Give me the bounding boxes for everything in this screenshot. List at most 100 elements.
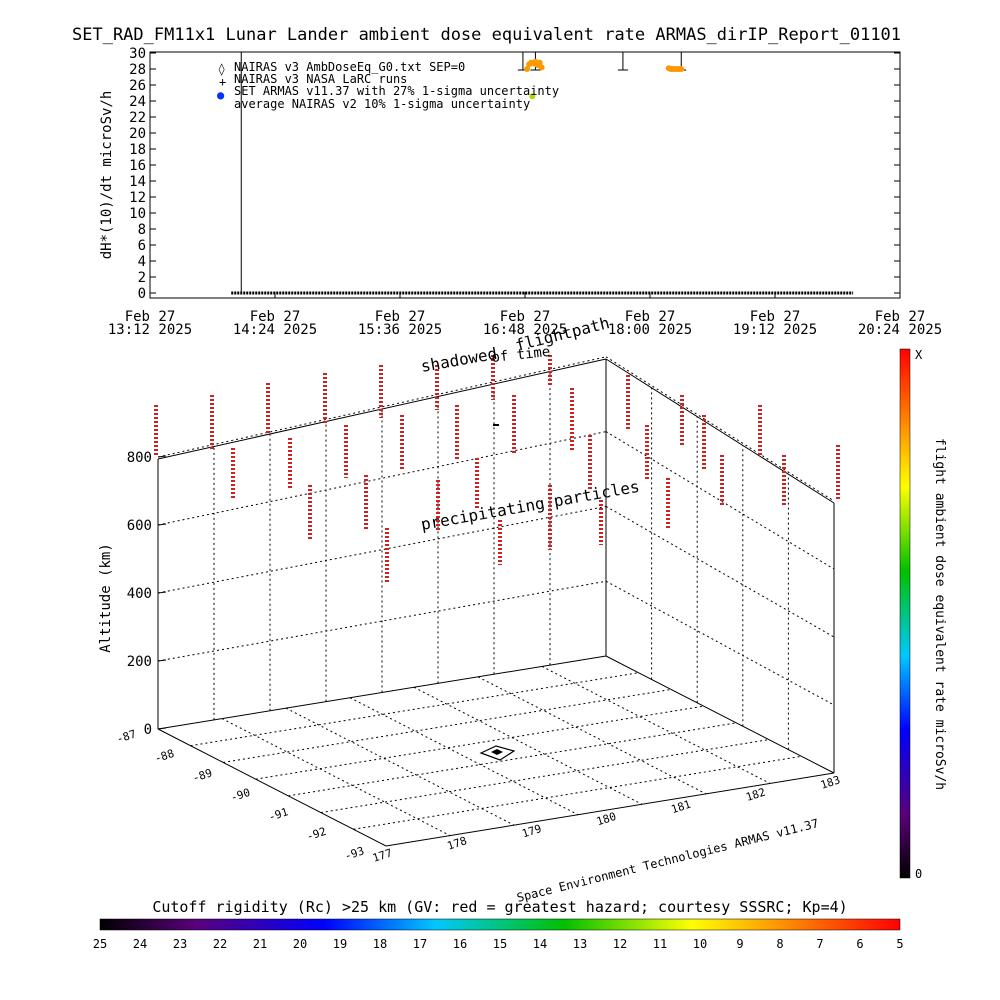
cutoff-ticks: 25 24 23 22 21 20 19 18 17 16 15 14 13 12 11 10 9 8 7 6 5 — [93, 937, 904, 951]
x-tick-label-day: Feb 27 — [750, 309, 801, 325]
floor-grid-lon — [413, 686, 643, 805]
lander-marker — [479, 745, 516, 761]
legend-symbol-dot: ● — [217, 88, 225, 102]
y-tick-label: 10 — [129, 206, 146, 222]
legend: ◊ NAIRAS v3 AmbDoseEq_G0.txt SEP=0 + NAI… — [217, 60, 559, 111]
y-tick-label: 0 — [138, 286, 146, 302]
y-tick-label: 16 — [129, 158, 146, 174]
latitude-tick-label: -89 — [191, 766, 214, 785]
latitude-tick-label: -93 — [343, 844, 366, 863]
y-tick-label: 20 — [129, 126, 146, 142]
x-tick-label-time: 18:00 2025 — [608, 322, 692, 338]
cutoff-tick-label: 5 — [896, 937, 903, 951]
armas-point — [536, 59, 543, 66]
colorbar-gradient — [899, 348, 911, 879]
floor-grid-lon — [221, 718, 451, 837]
z-tick-mark — [157, 523, 167, 526]
x-tick-label-time: 20:24 2025 — [858, 322, 942, 338]
longitude-tick-label: 177 — [371, 846, 394, 865]
cutoff-tick-label: 12 — [613, 937, 627, 951]
longitude-tick-label: 182 — [744, 786, 767, 805]
back-wall-gridline — [157, 356, 607, 458]
of-time-label: of time — [491, 344, 551, 366]
y-tick-label: 26 — [129, 78, 146, 94]
latitude-tick-label: -92 — [305, 825, 328, 844]
legend-entry-nairas-v3: NAIRAS v3 AmbDoseEq_G0.txt SEP=0 — [234, 60, 465, 74]
x-tick-label-time: 14:24 2025 — [233, 322, 317, 338]
x-tick-label-day: Feb 27 — [375, 309, 426, 325]
cutoff-tick-label: 6 — [856, 937, 863, 951]
cutoff-tick-label: 23 — [173, 937, 187, 951]
cutoff-bar-title: Cutoff rigidity (Rc) >25 km (GV: red = g… — [152, 898, 847, 916]
z-tick-label: 600 — [127, 518, 152, 534]
z-tick-mark — [157, 591, 167, 594]
y-tick-label: 2 — [138, 270, 146, 286]
floor-grid-lat — [190, 672, 639, 747]
latitude-ticks: -87 -88 -89 -90 -91 -92 -93 — [115, 727, 366, 863]
cutoff-tick-label: 9 — [736, 937, 743, 951]
floor-grid-lat — [320, 739, 769, 814]
legend-entry-set-armas: SET ARMAS v11.37 with 27% 1-sigma uncert… — [234, 84, 559, 98]
legend-symbol-plus: + — [219, 75, 226, 89]
longitude-tick-label: 181 — [670, 798, 693, 817]
longitude-tick-label: 183 — [819, 773, 842, 792]
armas-point — [524, 66, 531, 72]
cutoff-tick-label: 21 — [253, 937, 267, 951]
y-tick-label: 8 — [138, 222, 146, 238]
green-point — [529, 93, 536, 100]
legend-entry-nasa-larc: NAIRAS v3 NASA LaRC runs — [234, 72, 407, 86]
series-layer — [231, 52, 854, 295]
floor-grid-lat — [288, 722, 737, 797]
chart-title: SET_RAD_FM11x1 Lunar Lander ambient dose… — [72, 25, 901, 45]
longitude-tick-label: 179 — [520, 822, 543, 841]
cutoff-tick-label: 20 — [293, 937, 307, 951]
cutoff-gradient — [99, 918, 901, 931]
floor-grid-lon — [541, 665, 771, 784]
right-wall-top — [605, 358, 835, 504]
right-wall-gridline — [605, 580, 835, 706]
x-tick-label-time: 15:36 2025 — [358, 322, 442, 338]
cutoff-tick-label: 16 — [453, 937, 467, 951]
altitude-3d-panel: Altitude (km) 0 200 400 600 800 177 178 179 180… — [98, 313, 842, 905]
cutoff-tick-label: 24 — [133, 937, 147, 951]
armas-point — [678, 66, 685, 72]
y-tick-label: 6 — [138, 238, 146, 254]
floor-back-edge — [157, 655, 607, 730]
floor-grid-lon — [477, 676, 707, 795]
time-series-panel: dH*(10)/dt microSv/h 0246810121416182022… — [99, 46, 942, 338]
z-tick-label: 200 — [127, 654, 152, 670]
armas-point — [538, 64, 545, 71]
floor-grid-lon — [349, 697, 579, 816]
cutoff-tick-label: 7 — [816, 937, 823, 951]
y-axis-label: dH*(10)/dt microSv/h — [99, 91, 115, 260]
y-tick-label: 4 — [138, 254, 146, 270]
longitude-ticks: 177 178 179 180 181 182 183 — [371, 773, 842, 865]
x-tick-label-day: Feb 27 — [625, 309, 676, 325]
cutoff-tick-label: 13 — [573, 937, 587, 951]
right-wall-gridline — [605, 431, 835, 570]
longitude-tick-label: 180 — [595, 810, 618, 829]
x-tick-label-time: 13:12 2025 — [108, 322, 192, 338]
floor-grid-lat — [353, 755, 802, 830]
colorbar-top-label: X — [915, 348, 923, 362]
colorbar-bottom-label: 0 — [915, 867, 922, 881]
right-wall-gridline — [605, 505, 835, 638]
x-tick-label-time: 19:12 2025 — [733, 322, 817, 338]
z-axis-label: Altitude (km) — [98, 543, 114, 653]
z-tick-mark — [157, 455, 167, 458]
z-tick-label: 0 — [144, 722, 152, 738]
z-tick-label: 800 — [127, 450, 152, 466]
x-tick-label-time: 16:48 2025 — [483, 322, 567, 338]
x-tick-label-day: Feb 27 — [125, 309, 176, 325]
legend-entry-nairas-v2: average NAIRAS v2 10% 1-sigma uncertaint… — [234, 97, 530, 111]
z-tick-label: 400 — [127, 586, 152, 602]
cutoff-tick-label: 8 — [776, 937, 783, 951]
z-ticks: 0 200 400 600 800 — [127, 450, 167, 738]
latitude-tick-label: -87 — [115, 727, 138, 746]
cutoff-tick-label: 10 — [693, 937, 707, 951]
z-tick-mark — [157, 727, 167, 730]
floor-right-edge — [605, 655, 835, 774]
cutoff-tick-label: 14 — [533, 937, 547, 951]
